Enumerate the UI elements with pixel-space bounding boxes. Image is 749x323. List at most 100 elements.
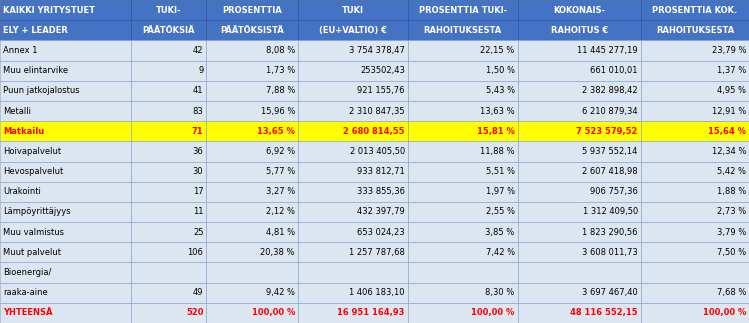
Bar	[132, 283, 207, 303]
Bar	[518, 202, 641, 222]
Text: 8,08 %: 8,08 %	[266, 46, 295, 55]
Bar	[641, 40, 749, 61]
Text: 30: 30	[192, 167, 204, 176]
Text: Hevospalvelut: Hevospalvelut	[3, 167, 63, 176]
Text: 8,30 %: 8,30 %	[485, 288, 515, 297]
Bar	[0, 283, 132, 303]
Bar	[298, 0, 407, 20]
Bar	[207, 0, 298, 20]
Text: 3 608 011,73: 3 608 011,73	[582, 248, 638, 257]
Bar	[298, 262, 407, 283]
Text: 22,15 %: 22,15 %	[480, 46, 515, 55]
Text: 100,00 %: 100,00 %	[471, 308, 515, 318]
Bar	[207, 303, 298, 323]
Text: 1 257 787,68: 1 257 787,68	[349, 248, 404, 257]
Bar	[298, 283, 407, 303]
Text: Hoivapalvelut: Hoivapalvelut	[3, 147, 61, 156]
Bar	[641, 242, 749, 262]
Text: 3,27 %: 3,27 %	[266, 187, 295, 196]
Bar	[407, 162, 518, 182]
Bar	[207, 61, 298, 81]
Bar	[0, 242, 132, 262]
Bar	[0, 61, 132, 81]
Text: 253502,43: 253502,43	[360, 66, 404, 75]
Text: 661 010,01: 661 010,01	[590, 66, 638, 75]
Bar	[207, 81, 298, 101]
Text: YHTEENSÄ: YHTEENSÄ	[3, 308, 52, 318]
Text: PÄÄTÖKSISTÄ: PÄÄTÖKSISTÄ	[220, 26, 284, 35]
Text: Muu valmistus: Muu valmistus	[3, 228, 64, 237]
Text: 106: 106	[187, 248, 204, 257]
Text: TUKI-: TUKI-	[156, 5, 182, 15]
Bar	[518, 61, 641, 81]
Text: 23,79 %: 23,79 %	[712, 46, 746, 55]
Bar	[298, 182, 407, 202]
Text: 1 312 409,50: 1 312 409,50	[583, 207, 638, 216]
Text: 5 937 552,14: 5 937 552,14	[583, 147, 638, 156]
Bar	[641, 222, 749, 242]
Text: 2 013 405,50: 2 013 405,50	[350, 147, 404, 156]
Bar	[0, 81, 132, 101]
Text: 25: 25	[193, 228, 204, 237]
Bar	[0, 202, 132, 222]
Bar	[207, 202, 298, 222]
Bar	[518, 40, 641, 61]
Text: PROSENTTIA KOK.: PROSENTTIA KOK.	[652, 5, 738, 15]
Bar	[641, 283, 749, 303]
Bar	[298, 222, 407, 242]
Text: 1,73 %: 1,73 %	[266, 66, 295, 75]
Bar	[518, 20, 641, 40]
Text: Bioenergia/: Bioenergia/	[3, 268, 52, 277]
Text: 1,88 %: 1,88 %	[717, 187, 746, 196]
Bar	[518, 162, 641, 182]
Text: 3,85 %: 3,85 %	[485, 228, 515, 237]
Text: 17: 17	[192, 187, 204, 196]
Bar	[132, 121, 207, 141]
Text: 5,42 %: 5,42 %	[717, 167, 746, 176]
Text: 5,43 %: 5,43 %	[485, 86, 515, 95]
Bar	[641, 141, 749, 162]
Text: 653 024,23: 653 024,23	[357, 228, 404, 237]
Bar	[298, 162, 407, 182]
Text: Lämpöyrittäjyys: Lämpöyrittäjyys	[3, 207, 70, 216]
Text: KAIKKI YRITYSTUET: KAIKKI YRITYSTUET	[3, 5, 95, 15]
Bar	[407, 0, 518, 20]
Text: RAHOITUKSESTA: RAHOITUKSESTA	[424, 26, 502, 35]
Text: 3,79 %: 3,79 %	[717, 228, 746, 237]
Text: PROSENTTIA: PROSENTTIA	[222, 5, 282, 15]
Text: Metalli: Metalli	[3, 107, 31, 116]
Bar	[407, 101, 518, 121]
Text: TUKI: TUKI	[342, 5, 364, 15]
Bar	[298, 141, 407, 162]
Bar	[641, 202, 749, 222]
Bar	[298, 202, 407, 222]
Text: 6 210 879,34: 6 210 879,34	[582, 107, 638, 116]
Bar	[641, 0, 749, 20]
Bar	[518, 141, 641, 162]
Bar	[407, 61, 518, 81]
Bar	[518, 262, 641, 283]
Bar	[132, 303, 207, 323]
Text: raaka-aine: raaka-aine	[3, 288, 48, 297]
Bar	[132, 222, 207, 242]
Bar	[518, 0, 641, 20]
Text: 1 823 290,56: 1 823 290,56	[582, 228, 638, 237]
Bar	[518, 121, 641, 141]
Text: 7,50 %: 7,50 %	[717, 248, 746, 257]
Bar	[207, 20, 298, 40]
Text: 7,68 %: 7,68 %	[717, 288, 746, 297]
Text: 100,00 %: 100,00 %	[703, 308, 746, 318]
Text: 49: 49	[193, 288, 204, 297]
Text: 1,37 %: 1,37 %	[717, 66, 746, 75]
Text: 12,91 %: 12,91 %	[712, 107, 746, 116]
Text: 16 951 164,93: 16 951 164,93	[337, 308, 404, 318]
Text: 20,38 %: 20,38 %	[261, 248, 295, 257]
Bar	[641, 101, 749, 121]
Bar	[298, 303, 407, 323]
Text: 9: 9	[198, 66, 204, 75]
Text: 15,96 %: 15,96 %	[261, 107, 295, 116]
Bar	[207, 162, 298, 182]
Text: Muu elintarvike: Muu elintarvike	[3, 66, 68, 75]
Bar	[641, 303, 749, 323]
Bar	[0, 222, 132, 242]
